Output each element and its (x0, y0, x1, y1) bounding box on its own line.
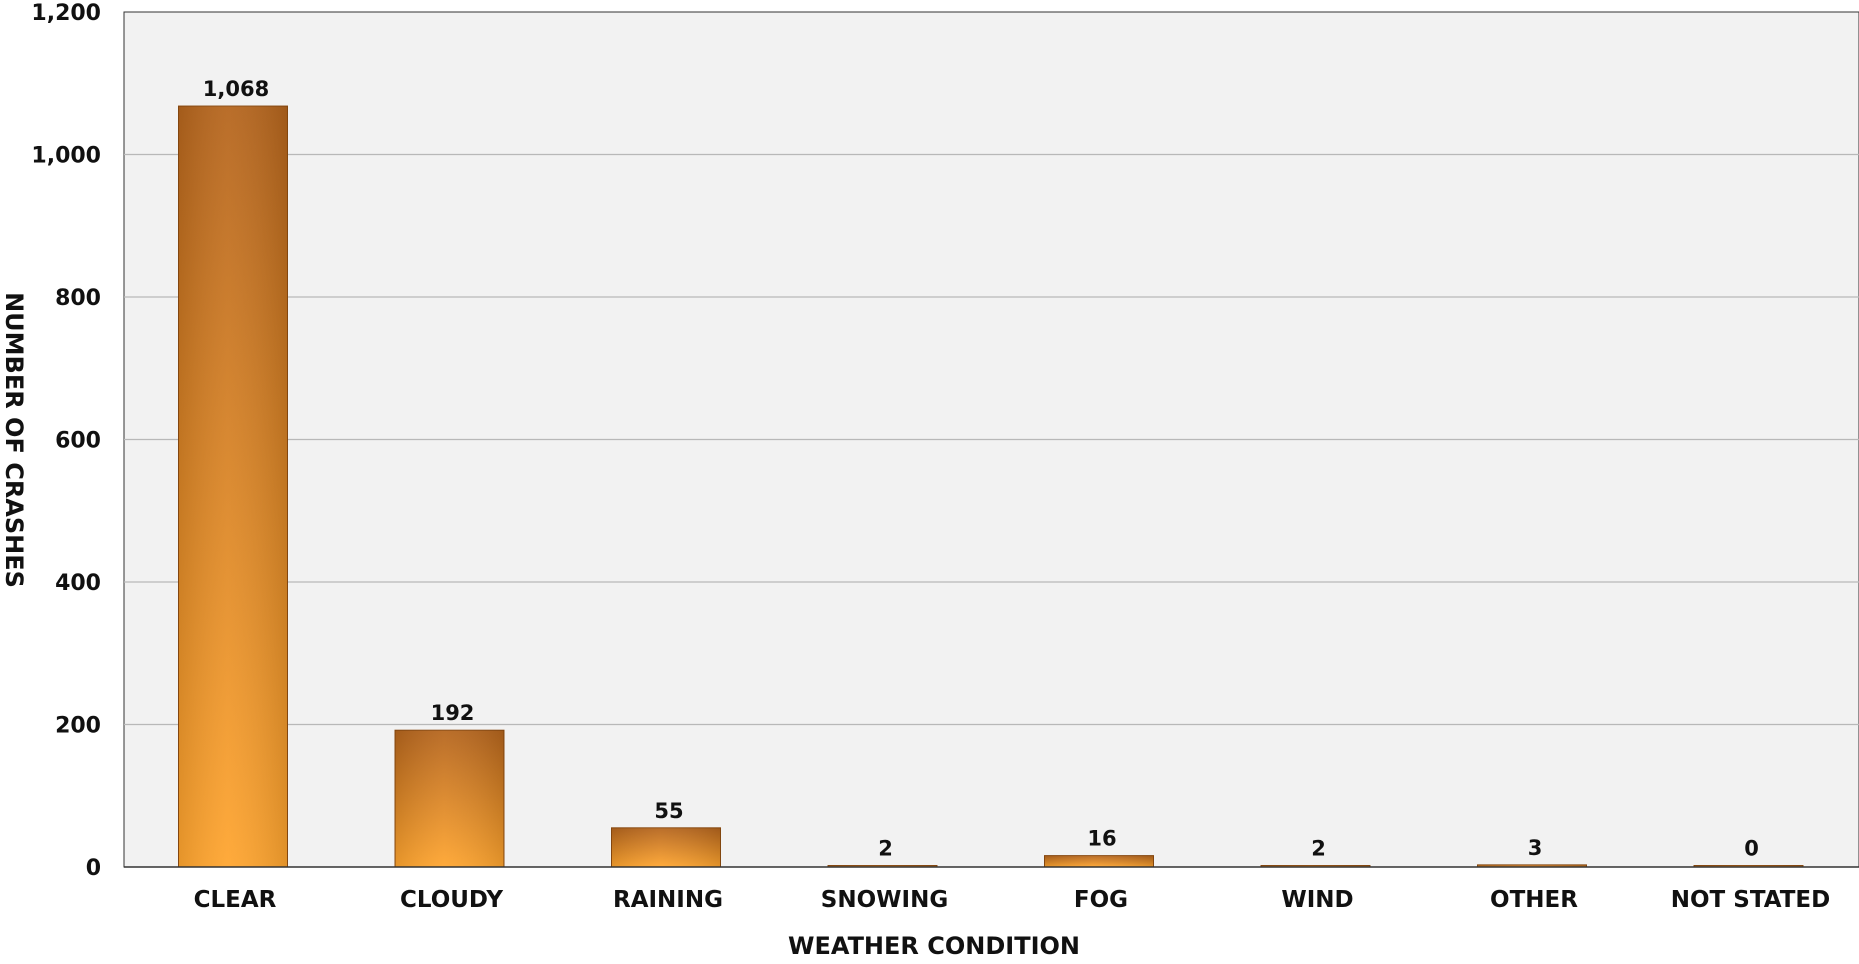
y-tick-label: 200 (55, 714, 101, 739)
x-tick-label: SNOWING (821, 887, 948, 913)
bars (178, 105, 1804, 868)
x-tick-label: RAINING (613, 887, 723, 913)
y-axis-title: NUMBER OF CRASHES (0, 292, 28, 588)
data-label: 1,068 (203, 77, 269, 101)
bar-sheen (1044, 855, 1154, 867)
x-tick-label: NOT STATED (1671, 887, 1830, 913)
bar-sheen (395, 730, 504, 867)
x-tick-label: WIND (1281, 887, 1353, 913)
x-tick-label: CLOUDY (400, 887, 503, 913)
bar-sheen (178, 106, 288, 868)
data-label: 55 (654, 799, 683, 823)
y-tick-label: 800 (55, 286, 101, 311)
data-label: 2 (1311, 837, 1326, 861)
y-tick-label: 1,200 (31, 1, 101, 26)
y-tick-label: 1,000 (31, 144, 101, 169)
bar-sheen (611, 827, 721, 867)
y-tick-label: 600 (55, 429, 101, 454)
x-tick-label: FOG (1074, 887, 1128, 913)
data-label: 3 (1528, 836, 1543, 860)
data-label: 16 (1087, 827, 1116, 851)
data-label: 0 (1744, 837, 1759, 861)
x-tick-label: CLEAR (194, 887, 277, 913)
gridlines (124, 153, 1859, 726)
x-tick-label: OTHER (1490, 887, 1578, 913)
data-label: 2 (878, 837, 893, 861)
data-label: 192 (431, 701, 475, 725)
x-axis-title: WEATHER CONDITION (788, 932, 1080, 959)
bar-sheen (1477, 864, 1587, 867)
labels: 0 200 400 600 800 1,000 1,200 1,068 CLEAR 192 CLOU… (31, 1, 1830, 913)
y-tick-label: 0 (86, 856, 101, 881)
y-tick-label: 400 (55, 571, 101, 596)
